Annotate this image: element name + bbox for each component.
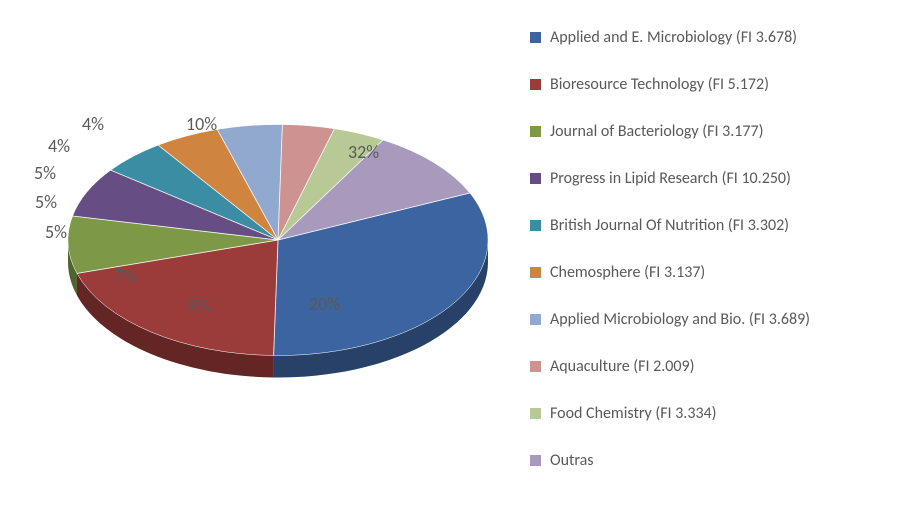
- legend-item: Progress in Lipid Research (FI 10.250): [530, 169, 903, 188]
- legend-label: British Journal Of Nutrition (FI 3.302): [550, 216, 789, 235]
- slice-label: 20%: [309, 293, 340, 315]
- legend-label: Applied Microbiology and Bio. (FI 3.689): [550, 310, 810, 329]
- slice-label: 7%: [114, 265, 136, 287]
- legend-swatch: [530, 79, 541, 90]
- legend-item: Bioresource Technology (FI 5.172): [530, 75, 903, 94]
- legend-item: British Journal Of Nutrition (FI 3.302): [530, 216, 903, 235]
- chart-container: 32% 20% 8% 7% 5% 5% 5% 4% 4% 10% Applied and E. M…: [0, 0, 903, 525]
- legend-item: Aquaculture (FI 2.009): [530, 357, 903, 376]
- legend-label: Applied and E. Microbiology (FI 3.678): [550, 28, 797, 47]
- legend-swatch: [530, 220, 541, 231]
- pie-chart: 32% 20% 8% 7% 5% 5% 5% 4% 4% 10%: [0, 0, 520, 525]
- slice-label: 4%: [82, 113, 104, 135]
- slice-label: 5%: [34, 162, 56, 184]
- legend-item: Food Chemistry (FI 3.334): [530, 404, 903, 423]
- slice-label: 8%: [188, 295, 210, 317]
- legend-item: Applied and E. Microbiology (FI 3.678): [530, 28, 903, 47]
- pie-svg: 32% 20% 8% 7% 5% 5% 5% 4% 4% 10%: [0, 0, 520, 525]
- legend-swatch: [530, 173, 541, 184]
- legend-label: Bioresource Technology (FI 5.172): [550, 75, 769, 94]
- legend-item: Outras: [530, 451, 903, 470]
- legend-swatch: [530, 267, 541, 278]
- legend-swatch: [530, 455, 541, 466]
- legend-label: Outras: [550, 451, 594, 470]
- slice-label: 5%: [45, 221, 67, 243]
- legend-label: Chemosphere (FI 3.137): [550, 263, 705, 282]
- legend-swatch: [530, 32, 541, 43]
- legend-swatch: [530, 314, 541, 325]
- legend-item: Applied Microbiology and Bio. (FI 3.689): [530, 310, 903, 329]
- legend-item: Journal of Bacteriology (FI 3.177): [530, 122, 903, 141]
- legend-item: Chemosphere (FI 3.137): [530, 263, 903, 282]
- legend-label: Food Chemistry (FI 3.334): [550, 404, 717, 423]
- slice-label: 32%: [348, 141, 379, 163]
- legend-label: Aquaculture (FI 2.009): [550, 357, 694, 376]
- legend-swatch: [530, 408, 541, 419]
- legend: Applied and E. Microbiology (FI 3.678) Bi…: [520, 28, 903, 498]
- legend-swatch: [530, 361, 541, 372]
- legend-label: Progress in Lipid Research (FI 10.250): [550, 169, 791, 188]
- slice-label: 4%: [48, 135, 70, 157]
- legend-swatch: [530, 126, 541, 137]
- slice-label: 5%: [35, 191, 57, 213]
- legend-label: Journal of Bacteriology (FI 3.177): [550, 122, 763, 141]
- slice-label: 10%: [186, 113, 217, 135]
